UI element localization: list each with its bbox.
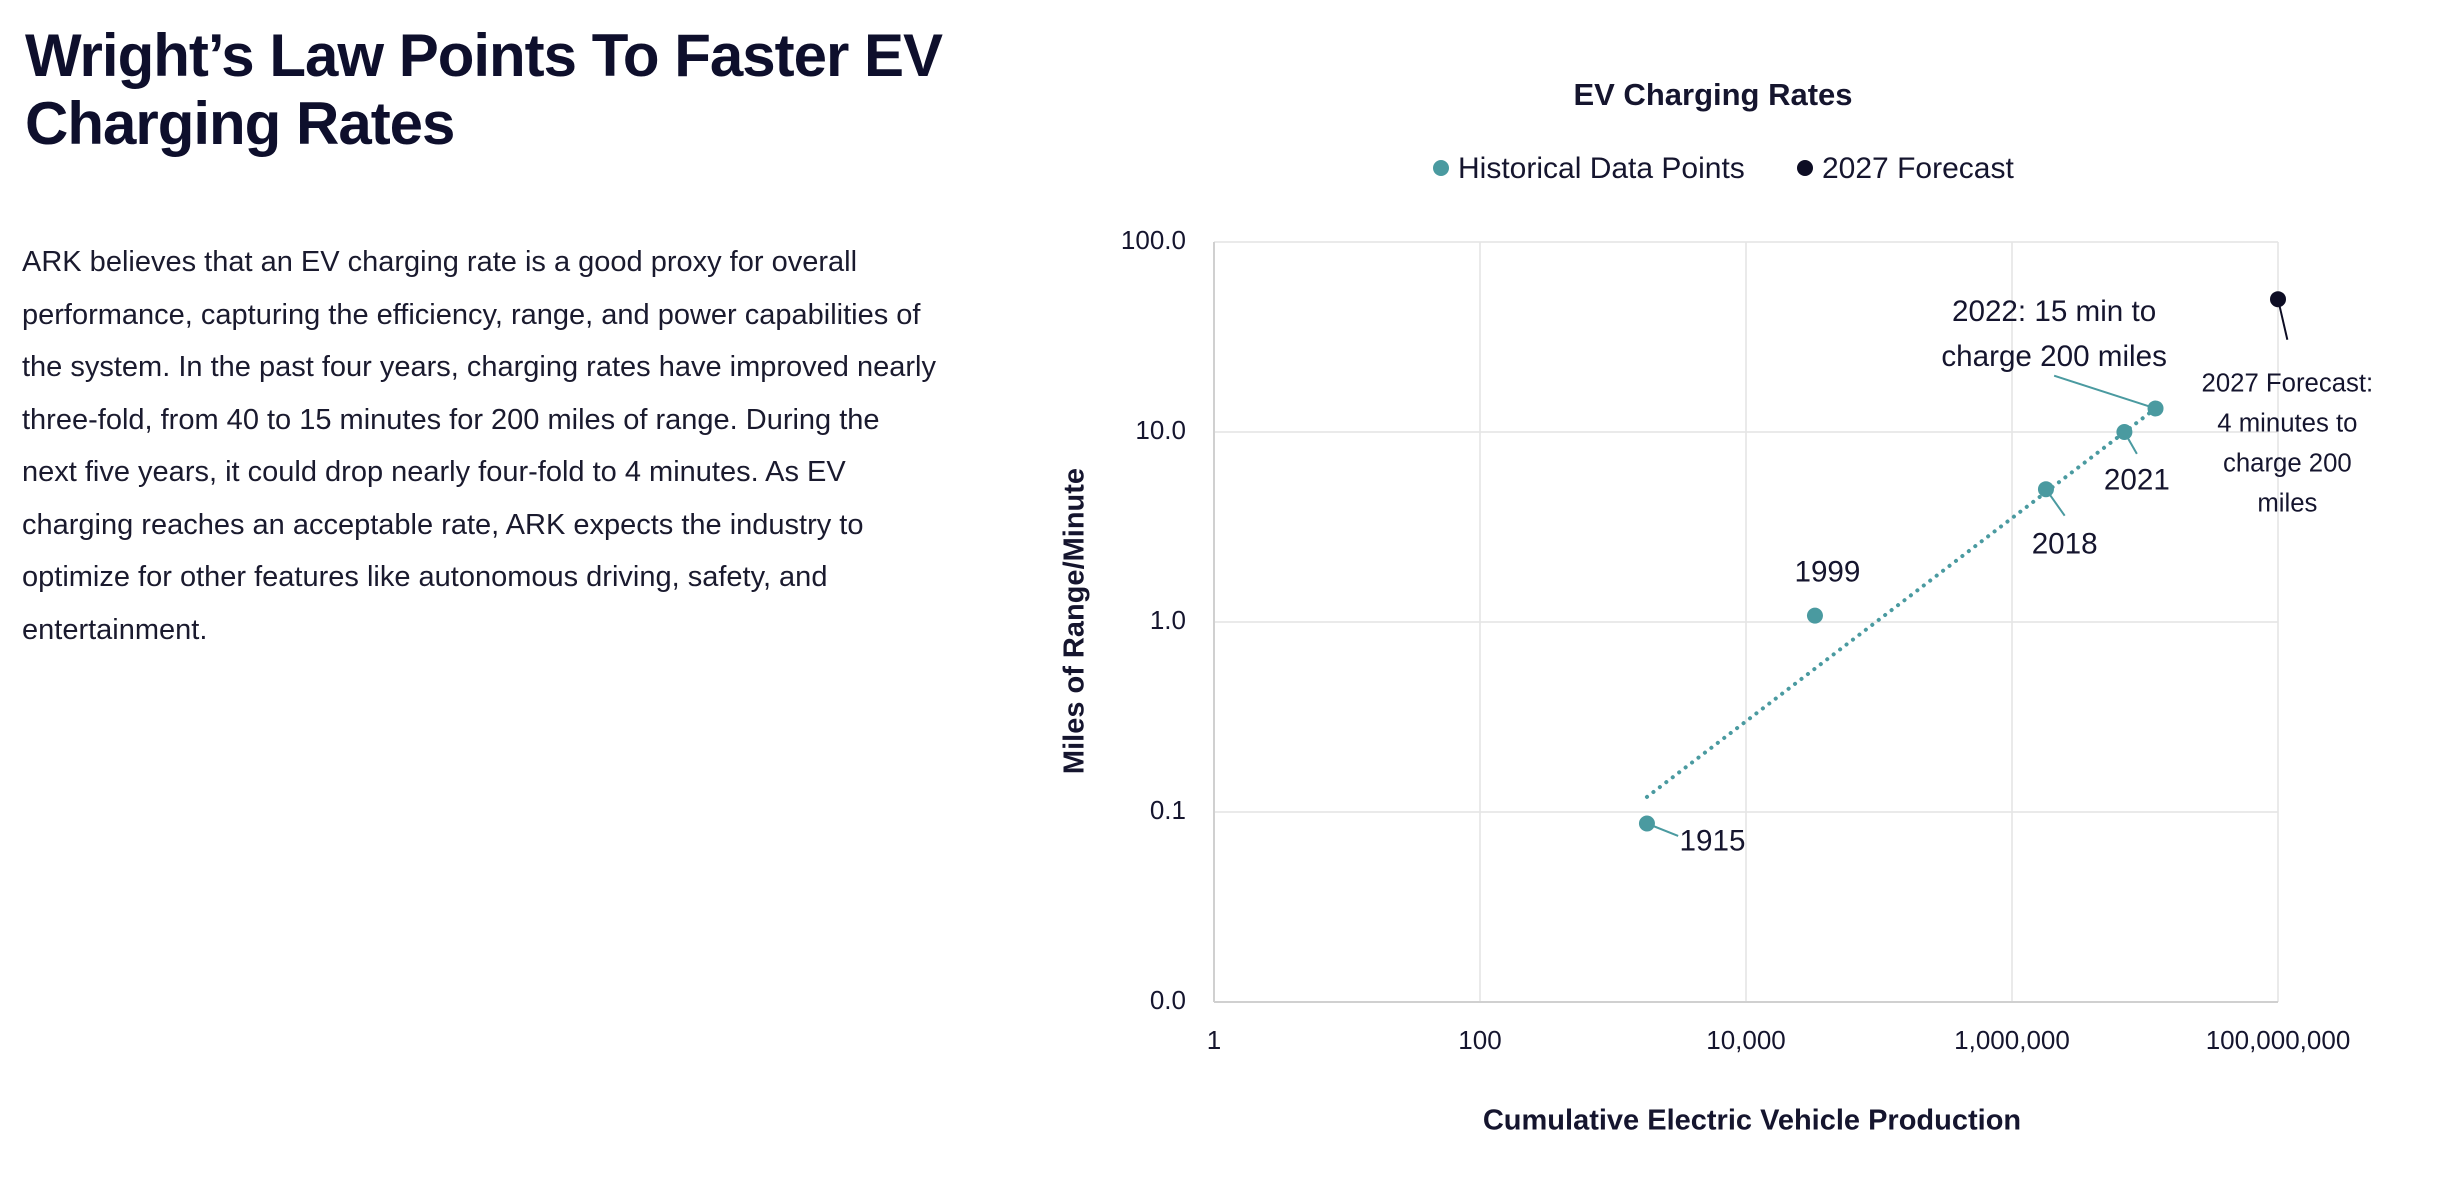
data-point — [2116, 424, 2133, 440]
legend-marker — [1433, 160, 1449, 176]
point-label: 2018 — [2031, 527, 2098, 561]
data-point — [2270, 291, 2286, 308]
legend-marker — [1797, 160, 1813, 176]
y-tick-label: 0.1 — [1150, 795, 1186, 825]
chart-title: EV Charging Rates — [1573, 77, 1852, 112]
data-point — [2037, 481, 2054, 498]
y-axis-label: Miles of Range/Minute — [1059, 468, 1091, 774]
point-label: 1999 — [1794, 555, 1861, 589]
x-tick-label: 1 — [1207, 1025, 1221, 1055]
x-tick-label: 10,000 — [1706, 1025, 1786, 1055]
x-tick-label: 100 — [1458, 1025, 1501, 1055]
point-label: 2027 Forecast: 4 minutes to charge 200 m… — [2201, 369, 2374, 518]
legend-label: 2027 Forecast — [1822, 152, 2014, 185]
trend-line — [1644, 406, 2158, 799]
leader-line — [2053, 374, 2156, 410]
y-tick-label: 10.0 — [1135, 415, 1186, 445]
point-label: 2022: 15 min to charge 200 miles — [1941, 294, 2167, 373]
x-axis-label: Cumulative Electric Vehicle Production — [1483, 1105, 2021, 1137]
page-title: Wright’s Law Points To Faster EV Chargin… — [25, 22, 943, 157]
y-tick-label: 0.0 — [1150, 985, 1186, 1015]
data-point — [1806, 607, 1823, 624]
data-point — [1638, 815, 1655, 832]
y-tick-label: 100.0 — [1121, 225, 1186, 255]
data-point — [2147, 400, 2164, 417]
body-text: ARK believes that an EV charging rate is… — [22, 246, 936, 646]
x-tick-label: 1,000,000 — [1954, 1025, 2070, 1055]
x-tick-label: 100,000,000 — [2206, 1025, 2351, 1055]
y-tick-label: 1.0 — [1150, 605, 1186, 635]
point-label: 1915 — [1679, 823, 1746, 857]
point-label: 2021 — [2103, 463, 2170, 497]
legend-label: Historical Data Points — [1458, 152, 1745, 185]
